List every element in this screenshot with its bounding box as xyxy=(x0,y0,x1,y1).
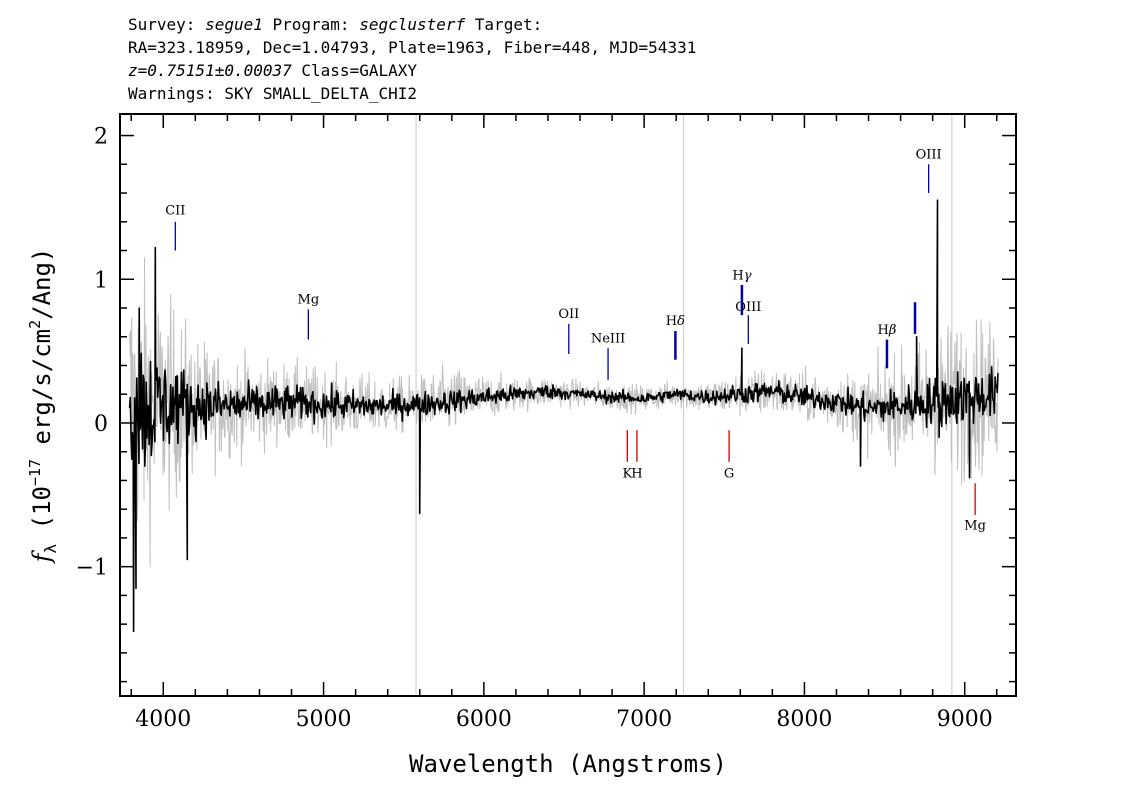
emission-line-label-5: Hγ xyxy=(732,268,751,283)
absorption-line-label-2: G xyxy=(724,467,734,482)
redshift-value: z=0.75151±0.00037 xyxy=(128,61,292,80)
y-title-c: /Ang) xyxy=(28,248,56,320)
flux-spectrum xyxy=(128,199,999,633)
y-title-lambda: λ xyxy=(41,543,60,553)
x-tick-label-3: 7000 xyxy=(616,707,672,732)
emission-line-label-1: Mg xyxy=(298,293,320,308)
x-tick-label-1: 5000 xyxy=(296,707,352,732)
x-tick-label-5: 9000 xyxy=(937,707,993,732)
header-line-2: RA=323.18959, Dec=1.04793, Plate=1963, F… xyxy=(128,38,696,57)
error-spectrum xyxy=(129,257,999,568)
x-tick-label-4: 8000 xyxy=(776,707,832,732)
survey-value: segue1 xyxy=(205,15,263,34)
absorption-line-label-0: K xyxy=(622,467,632,482)
y-tick-label-2: 1 xyxy=(94,268,108,293)
emission-line-label-9: OIII xyxy=(916,148,942,163)
y-tick-label-1: 0 xyxy=(94,412,108,437)
y-title-a: (10 xyxy=(28,486,56,544)
absorption-line-label-3: Mg xyxy=(964,518,986,533)
emission-line-label-0: CII xyxy=(165,204,185,219)
absorption-line-label-1: H xyxy=(631,467,642,482)
emission-line-label-7: Hβ xyxy=(878,323,897,338)
y-title-exp1: −17 xyxy=(26,459,44,486)
x-tick-label-0: 4000 xyxy=(135,707,191,732)
line-markers: CII Mg OII NeIII Hδ Hγ OIII Hβ OIII K H G Mg xyxy=(165,148,986,534)
x-axis-title: Wavelength (Angstroms) xyxy=(409,750,727,778)
survey-label: Survey: xyxy=(128,15,205,34)
axis-ticks: 4000 5000 6000 7000 8000 9000 −1 0 1 2 xyxy=(76,114,1016,732)
emission-line-label-2: OII xyxy=(558,307,579,322)
emission-line-label-3: NeIII xyxy=(591,331,625,346)
x-tick-label-2: 6000 xyxy=(456,707,512,732)
class-value: Class=GALAXY xyxy=(292,61,418,80)
y-title-b: erg/s/cm xyxy=(28,329,56,459)
target-label: Target: xyxy=(465,15,542,34)
y-title-exp2: 2 xyxy=(26,320,44,329)
y-tick-label-3: 2 xyxy=(94,125,108,150)
emission-line-label-6: OIII xyxy=(735,300,761,315)
program-value: segclusterf xyxy=(359,15,465,34)
program-label: Program: xyxy=(263,15,359,34)
emission-line-label-4: Hδ xyxy=(666,314,685,329)
header-line-1: Survey: segue1 Program: segclusterf Targ… xyxy=(128,15,542,34)
header-line-4: Warnings: SKY SMALL_DELTA_CHI2 xyxy=(128,84,417,103)
y-axis-title: fλ (10−17 erg/s/cm2/Ang) xyxy=(26,248,60,565)
y-tick-label-0: −1 xyxy=(76,556,108,581)
header-line-3: z=0.75151±0.00037 Class=GALAXY xyxy=(128,61,417,80)
plot-frame xyxy=(119,113,1017,697)
